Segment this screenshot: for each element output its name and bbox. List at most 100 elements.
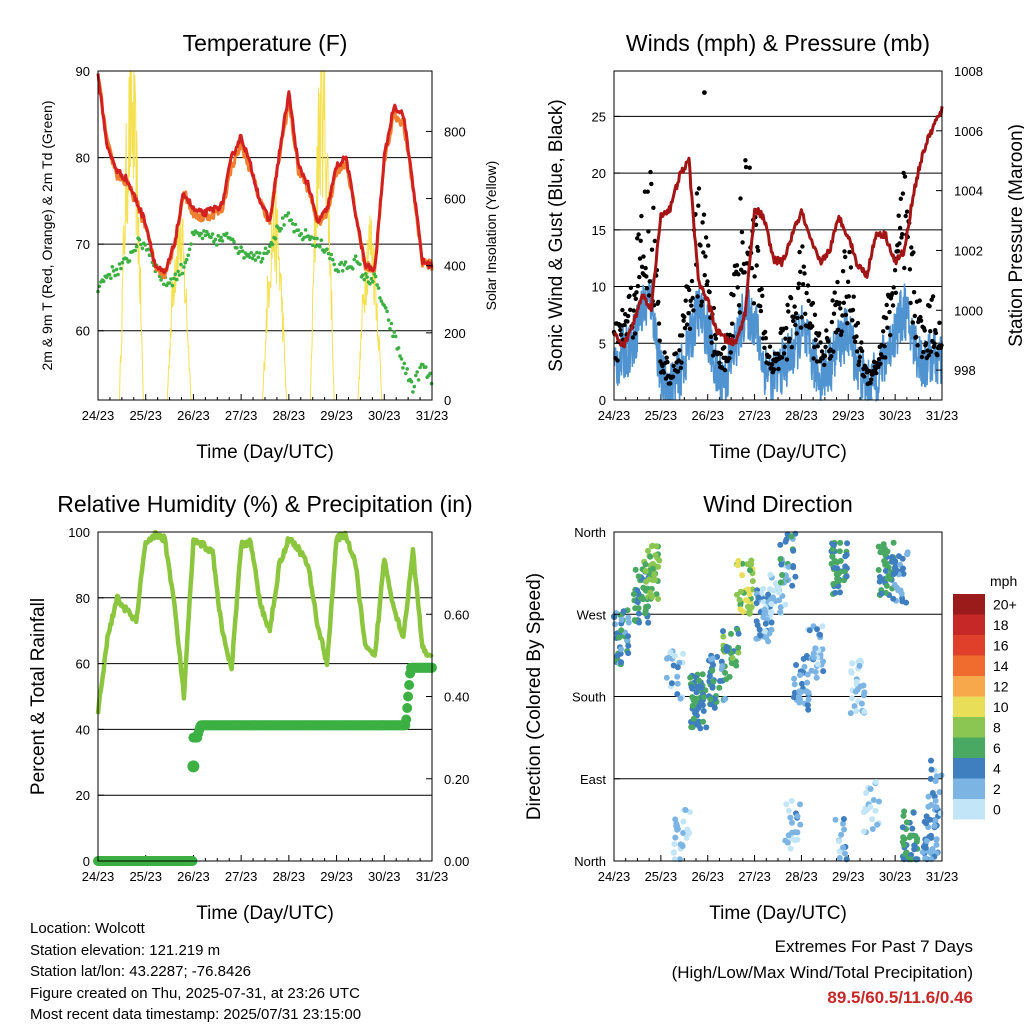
gust-point — [798, 325, 804, 330]
y2-tick-label: 0.00 — [444, 854, 469, 869]
x-tick-label: 29/23 — [832, 408, 865, 423]
dewpoint-point — [290, 222, 295, 226]
y2-tick-label: 800 — [444, 124, 466, 139]
x-tick-label: 30/23 — [879, 408, 912, 423]
gust-point — [813, 337, 818, 343]
direction-point — [735, 644, 742, 651]
direction-point — [819, 623, 826, 630]
direction-point — [709, 655, 716, 662]
dewpoint-point — [259, 260, 264, 264]
direction-point — [614, 652, 621, 659]
direction-point — [815, 661, 821, 668]
gust-point — [857, 359, 862, 364]
gust-point — [731, 293, 736, 298]
gust-point — [686, 311, 691, 316]
direction-point — [667, 649, 674, 656]
precip-point — [187, 760, 200, 773]
direction-point — [748, 561, 755, 568]
direction-point — [848, 669, 855, 676]
dewpoint-point — [376, 286, 381, 290]
y2-tick-label: 400 — [444, 259, 466, 274]
direction-point — [674, 673, 681, 680]
direction-point — [870, 797, 877, 803]
x-tick-label: 29/23 — [320, 408, 353, 423]
direction-point — [791, 675, 798, 682]
gust-point — [791, 318, 796, 324]
gust-point — [701, 212, 707, 217]
gust-point — [644, 286, 650, 291]
x-tick-label: 28/23 — [785, 408, 818, 423]
gust-point — [856, 362, 861, 367]
colorbar-label: 4 — [993, 760, 1001, 776]
gust-point — [699, 303, 704, 308]
dewpoint-point — [111, 269, 116, 273]
gust-point — [848, 265, 854, 270]
precip-point — [402, 703, 413, 713]
dewpoint-point — [249, 250, 253, 255]
gust-point — [935, 353, 940, 358]
gust-point — [767, 354, 772, 359]
gust-point — [775, 351, 780, 356]
direction-point — [933, 773, 940, 780]
x-tick-label: 30/23 — [368, 869, 401, 884]
dewpoint-point — [210, 232, 215, 236]
x-tick-label: 25/23 — [129, 869, 162, 884]
gust-point — [786, 309, 791, 314]
direction-point — [735, 630, 742, 637]
dewpoint-point — [342, 263, 347, 267]
gust-point — [772, 367, 777, 372]
chart-title: Relative Humidity (%) & Precipitation (i… — [57, 491, 472, 517]
dewpoint-point — [182, 265, 186, 269]
dewpoint-point — [369, 276, 374, 281]
direction-point — [679, 843, 686, 850]
gust-point — [699, 299, 705, 304]
gust-point — [705, 279, 710, 284]
direction-point — [723, 647, 730, 654]
direction-point — [933, 836, 940, 843]
gust-point — [876, 364, 881, 370]
gust-point — [706, 243, 711, 248]
gust-point — [802, 271, 807, 276]
direction-point — [830, 541, 837, 548]
direction-point — [777, 609, 784, 615]
gust-point — [937, 320, 942, 325]
gust-point — [925, 348, 930, 353]
gust-point — [668, 381, 673, 386]
direction-point — [632, 566, 639, 573]
direction-point — [810, 654, 817, 661]
gust-point — [649, 181, 654, 187]
colorbar-swatch — [953, 758, 985, 779]
gust-point — [628, 285, 634, 290]
dewpoint-point — [351, 267, 355, 271]
dewpoint-point — [343, 260, 348, 264]
dewpoint-point — [388, 327, 392, 331]
gust-point — [797, 249, 802, 255]
dewpoint-point — [332, 262, 337, 267]
gust-point — [767, 344, 773, 349]
y2-axis-label: Station Pressure (Maroon) — [1006, 124, 1024, 347]
direction-point — [844, 540, 851, 547]
dewpoint-point — [393, 334, 398, 339]
plot-frame — [97, 70, 433, 401]
gust-point — [794, 331, 799, 336]
gust-point — [625, 319, 630, 324]
dewpoint-point — [270, 242, 275, 247]
dewpoint-point — [289, 218, 294, 222]
dewpoint-point — [213, 237, 218, 242]
dewpoint-point — [309, 235, 314, 239]
dewpoint-point — [303, 228, 308, 232]
gust-point — [842, 249, 847, 254]
dewpoint-point — [329, 252, 334, 257]
direction-point — [820, 668, 827, 675]
colorbar-label: 0 — [993, 801, 1001, 817]
dewpoint-point — [119, 266, 123, 271]
gust-point — [798, 269, 803, 274]
direction-point — [777, 556, 784, 562]
direction-point — [792, 573, 799, 580]
gust-point — [622, 322, 627, 328]
direction-point — [647, 553, 654, 560]
dewpoint-point — [358, 262, 362, 267]
dewpoint-point — [402, 361, 407, 366]
gust-point — [890, 303, 896, 308]
direction-point — [892, 569, 899, 576]
